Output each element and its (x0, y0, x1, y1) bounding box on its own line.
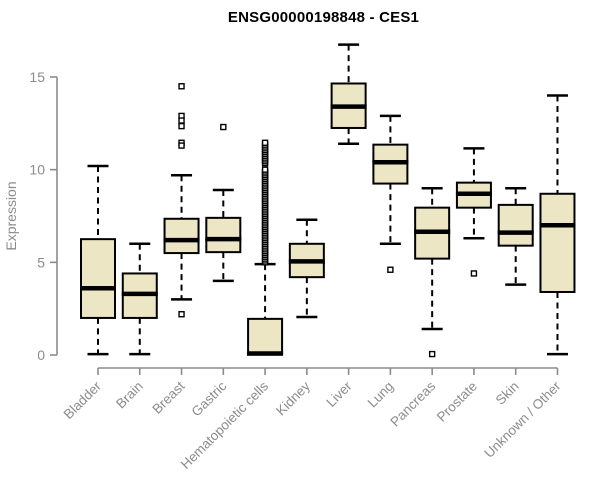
boxplot-gastric (205, 123, 242, 283)
boxplot-bladder (80, 164, 116, 356)
box (497, 203, 534, 247)
boxplot-prostate (455, 147, 492, 277)
x-category-label: Liver (323, 378, 355, 410)
x-category-label: Unknown / Other (481, 378, 564, 461)
outlier-point (178, 142, 185, 149)
x-category-label: Pancreas (387, 378, 438, 429)
outlier-point (470, 270, 478, 277)
boxplot-skin (497, 186, 534, 286)
x-category-label: Kidney (273, 378, 313, 418)
chart-title: ENSG00000198848 - CES1 (227, 9, 420, 26)
x-category-label: Lung (365, 379, 397, 411)
outlier-point (178, 83, 185, 90)
x-category-label: Breast (149, 378, 187, 416)
outlier-point (220, 123, 227, 131)
boxplot-unknown-other (539, 94, 576, 356)
x-category-label: Skin (493, 379, 522, 408)
boxplot-hematopoietic-cells (247, 139, 284, 356)
x-category-label: Gastric (189, 378, 230, 419)
x-category-label: Brain (113, 379, 146, 412)
box (80, 238, 116, 319)
y-tick-label: 0 (37, 347, 45, 363)
box (163, 217, 200, 255)
box (539, 192, 576, 293)
box (205, 216, 242, 254)
boxplot-lung (372, 114, 409, 273)
outlier-point (387, 266, 394, 273)
outlier-point (261, 166, 269, 173)
box (247, 317, 284, 356)
boxplot-liver (330, 43, 367, 145)
boxplot-pancreas (414, 186, 451, 358)
y-tick-label: 15 (29, 69, 45, 85)
outlier-point (178, 122, 185, 130)
outlier-point (428, 350, 436, 358)
boxplot-breast (163, 83, 200, 318)
x-category-label: Bladder (61, 378, 105, 422)
x-category-label: Prostate (434, 379, 480, 425)
outlier-point (178, 311, 185, 318)
y-tick-label: 10 (29, 162, 45, 178)
y-tick-label: 5 (37, 254, 45, 270)
boxplot-brain (121, 242, 158, 356)
boxplot-kidney (288, 218, 325, 319)
outlier-point (261, 139, 269, 146)
y-axis: 0 5 10 15 (29, 69, 58, 363)
y-axis-title: Expression (3, 181, 19, 250)
outlier-point (178, 117, 185, 124)
